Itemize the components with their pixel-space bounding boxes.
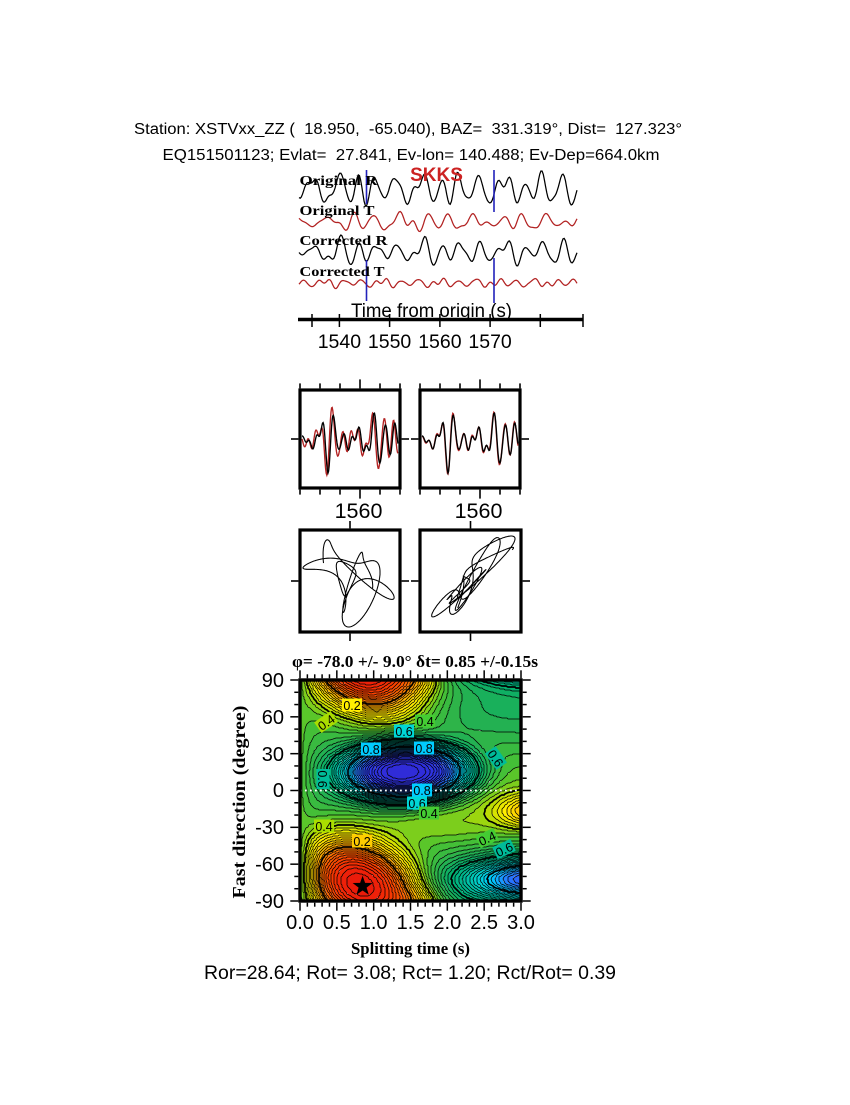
svg-text:0.4: 0.4 <box>416 715 433 729</box>
svg-text:φ= -78.0 +/- 9.0° δt= 0.85 +/-: φ= -78.0 +/- 9.0° δt= 0.85 +/-0.15s <box>292 652 538 671</box>
svg-text:1.5: 1.5 <box>397 912 425 934</box>
svg-text:-60: -60 <box>255 854 284 876</box>
svg-text:0.4: 0.4 <box>477 829 499 849</box>
svg-text:-90: -90 <box>255 891 284 913</box>
svg-text:EQ151501123; Evlat= 27.841, E: EQ151501123; Evlat= 27.841, Ev-lon= 140.… <box>163 147 660 164</box>
svg-text:1560: 1560 <box>335 499 383 523</box>
svg-text:0.4: 0.4 <box>420 807 437 821</box>
svg-text:90: 90 <box>262 670 284 692</box>
svg-text:Station: XSTVxx_ZZ ( 18.950,: Station: XSTVxx_ZZ ( 18.950, -65.040), B… <box>134 121 682 138</box>
svg-text:SKKS: SKKS <box>410 165 463 186</box>
svg-text:0.0: 0.0 <box>286 912 314 934</box>
svg-text:1550: 1550 <box>368 331 412 353</box>
svg-text:0.8: 0.8 <box>415 742 432 756</box>
svg-text:Original T: Original T <box>300 204 376 219</box>
svg-text:Splitting time (s): Splitting time (s) <box>351 939 470 958</box>
svg-text:0.8: 0.8 <box>362 743 379 757</box>
svg-text:1560: 1560 <box>455 499 503 523</box>
svg-text:0.6: 0.6 <box>395 725 412 739</box>
svg-text:Time from origin (s): Time from origin (s) <box>351 301 512 322</box>
svg-text:60: 60 <box>262 707 284 729</box>
svg-text:0.5: 0.5 <box>323 912 351 934</box>
svg-text:0.6: 0.6 <box>494 840 516 860</box>
svg-text:Ror=28.64; Rot= 3.08; Rct= 1.2: Ror=28.64; Rot= 3.08; Rct= 1.20; Rct/Rot… <box>204 963 616 984</box>
svg-text:0: 0 <box>273 780 284 802</box>
svg-text:Corrected T: Corrected T <box>300 265 386 280</box>
svg-text:2.0: 2.0 <box>433 912 461 934</box>
svg-text:Fast direction (degree): Fast direction (degree) <box>229 705 249 898</box>
svg-text:-30: -30 <box>255 817 284 839</box>
svg-text:2.5: 2.5 <box>470 912 498 934</box>
svg-text:1560: 1560 <box>418 331 462 353</box>
svg-text:0.2: 0.2 <box>343 699 360 713</box>
svg-text:3.0: 3.0 <box>507 912 535 934</box>
svg-text:0.8: 0.8 <box>413 784 430 798</box>
svg-text:0.4: 0.4 <box>315 820 332 834</box>
svg-text:Original R: Original R <box>300 174 379 189</box>
svg-text:0.6: 0.6 <box>315 770 329 787</box>
svg-text:30: 30 <box>262 744 284 766</box>
svg-text:Corrected R: Corrected R <box>300 234 389 249</box>
svg-text:1570: 1570 <box>468 331 512 353</box>
svg-text:0.2: 0.2 <box>353 835 370 849</box>
svg-text:1.0: 1.0 <box>360 912 388 934</box>
svg-text:1540: 1540 <box>318 331 362 353</box>
